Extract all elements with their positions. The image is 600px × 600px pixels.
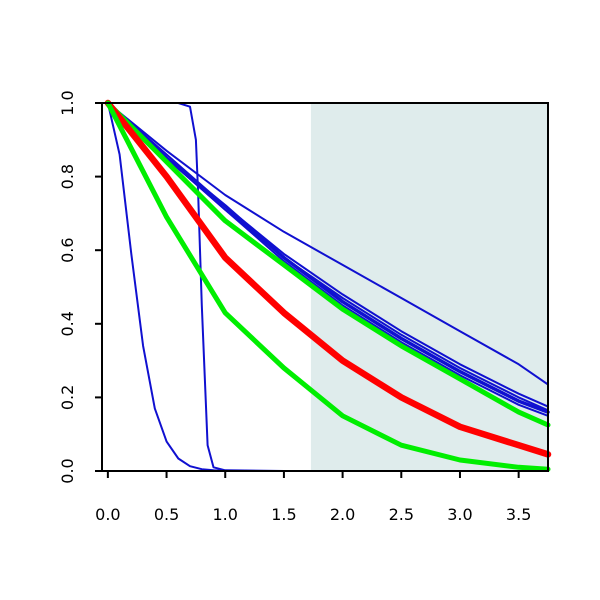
x-tick-label: 0.0 xyxy=(95,505,120,524)
series-line-1 xyxy=(106,102,227,472)
y-tick-label: 0.2 xyxy=(58,385,77,410)
x-tick-label: 3.0 xyxy=(447,505,472,524)
x-axis: 0.0 0.5 1.0 1.5 2.0 2.5 3.0 3.5 xyxy=(95,471,531,524)
y-tick-label: 0.0 xyxy=(58,458,77,483)
x-tick-label: 1.0 xyxy=(213,505,238,524)
x-tick-label: 1.5 xyxy=(271,505,296,524)
y-tick-label: 1.0 xyxy=(58,90,77,115)
y-tick-label: 0.4 xyxy=(58,311,77,336)
x-tick-label: 2.5 xyxy=(389,505,414,524)
x-tick-label: 3.5 xyxy=(506,505,531,524)
y-axis: 0.0 0.2 0.4 0.6 0.8 1.0 xyxy=(58,90,102,484)
series-line-10 xyxy=(105,100,551,472)
series-line-9 xyxy=(104,99,552,458)
series-line-8 xyxy=(105,100,551,428)
series-line-4 xyxy=(106,102,549,408)
x-tick-label: 2.0 xyxy=(330,505,355,524)
series-line-7 xyxy=(106,102,549,417)
x-tick-label: 0.5 xyxy=(154,505,179,524)
series-layer xyxy=(104,99,552,472)
y-tick-label: 0.8 xyxy=(58,164,77,189)
series-line-3 xyxy=(106,102,549,386)
plot-frame xyxy=(101,102,549,472)
y-tick-label: 0.6 xyxy=(58,237,77,262)
